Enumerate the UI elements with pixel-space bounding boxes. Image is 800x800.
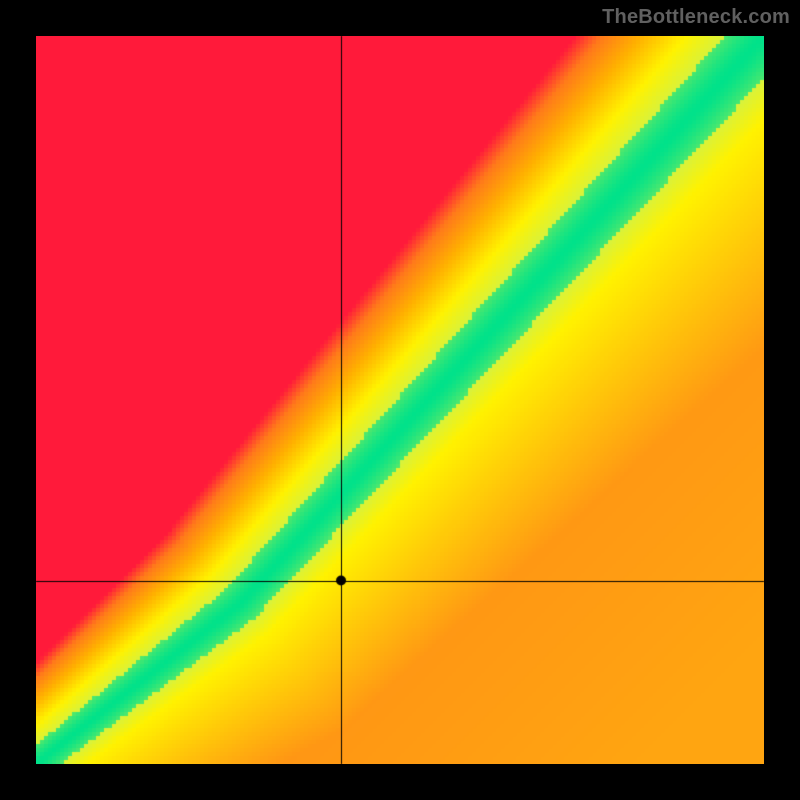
crosshair-overlay (0, 0, 800, 800)
watermark-text: TheBottleneck.com (602, 6, 790, 29)
chart-container: TheBottleneck.com (0, 0, 800, 800)
